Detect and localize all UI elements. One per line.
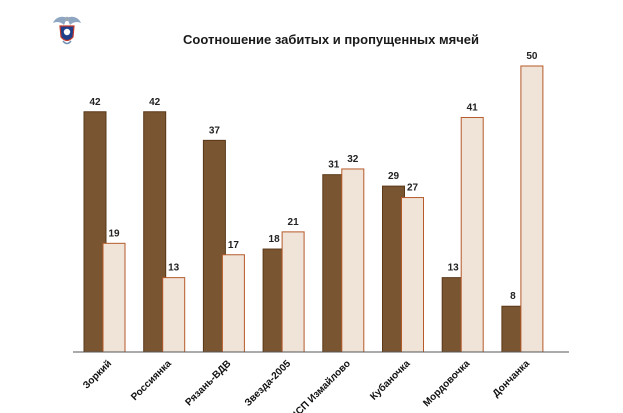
category-label-1: Зоркий bbox=[81, 358, 114, 391]
category-label-7: Мордовочка bbox=[421, 358, 472, 409]
data-label-1-2: 42 bbox=[149, 97, 161, 108]
bar-2-4 bbox=[281, 231, 305, 353]
data-label-2-2: 13 bbox=[168, 263, 180, 274]
bar-2-2 bbox=[162, 277, 186, 353]
data-label-2-5: 32 bbox=[347, 154, 359, 165]
data-label-2-1: 19 bbox=[108, 228, 120, 239]
data-label-2-7: 41 bbox=[467, 102, 479, 113]
bar-2-5 bbox=[341, 168, 365, 353]
bar-2-8 bbox=[520, 65, 544, 353]
data-label-2-8: 50 bbox=[526, 51, 538, 62]
federation-emblem-icon bbox=[53, 16, 81, 45]
category-label-8: Дончанка bbox=[491, 358, 533, 400]
data-label-2-6: 27 bbox=[407, 183, 419, 194]
chart-title: Соотношение забитых и пропущенных мячей bbox=[183, 32, 479, 47]
bar-2-7 bbox=[460, 116, 484, 353]
data-label-1-8: 8 bbox=[510, 291, 516, 302]
bar-2-3 bbox=[221, 254, 245, 353]
category-label-4: Звезда-2005 bbox=[243, 358, 294, 409]
data-label-1-7: 13 bbox=[448, 263, 460, 274]
data-label-2-3: 17 bbox=[228, 240, 240, 251]
category-label-6: Кубаночка bbox=[368, 357, 413, 402]
category-label-5: ЦСП Измайлово bbox=[289, 358, 353, 413]
data-label-1-1: 42 bbox=[89, 97, 101, 108]
data-label-1-4: 18 bbox=[269, 234, 281, 245]
data-label-1-3: 37 bbox=[209, 125, 221, 136]
bar-2-1 bbox=[102, 242, 126, 353]
data-label-2-4: 21 bbox=[288, 217, 300, 228]
category-label-2: Россиянка bbox=[129, 358, 174, 403]
data-label-1-6: 29 bbox=[388, 171, 400, 182]
bar-2-6 bbox=[401, 197, 424, 353]
category-label-3: Рязань-ВДВ bbox=[184, 358, 234, 408]
data-label-1-5: 31 bbox=[328, 160, 340, 171]
